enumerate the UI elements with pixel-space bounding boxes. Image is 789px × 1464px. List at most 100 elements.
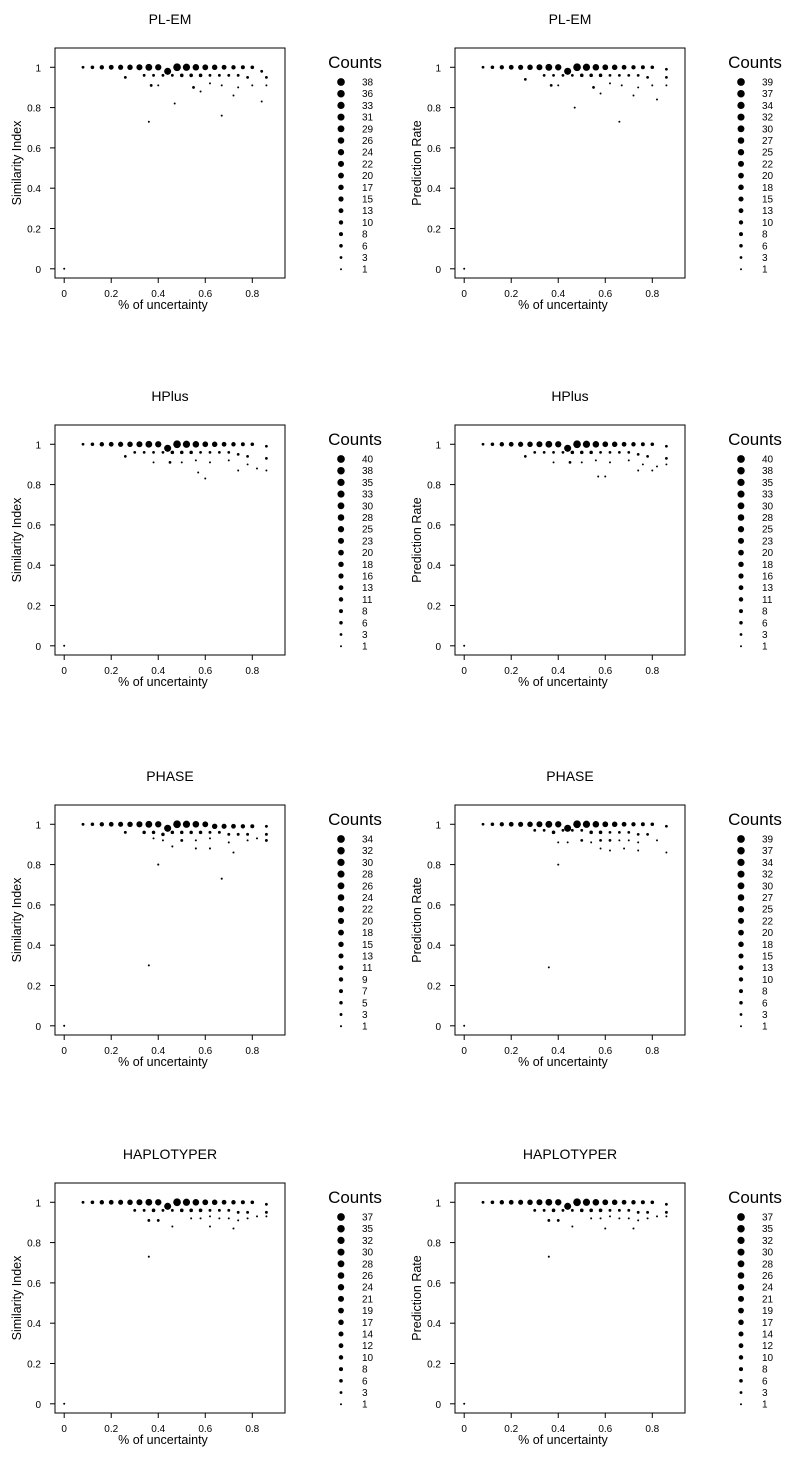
data-point: [108, 1199, 114, 1205]
plot-frame: [454, 424, 686, 656]
data-point: [599, 92, 602, 95]
data-point: [481, 1200, 485, 1204]
data-point: [221, 441, 227, 447]
data-point: [152, 450, 155, 454]
x-tick-label: 0.4: [551, 289, 565, 300]
legend-count-label: 1: [362, 1022, 368, 1033]
data-point: [157, 84, 160, 87]
y-tick-label: 0.6: [27, 521, 41, 532]
data-point: [179, 73, 184, 78]
data-point: [481, 822, 485, 826]
data-point: [202, 821, 209, 828]
data-point: [499, 65, 504, 70]
legend-marker: [337, 1224, 345, 1233]
y-tick-label: 0.2: [27, 981, 41, 992]
data-point: [246, 1217, 249, 1220]
legend-count-label: 25: [762, 148, 774, 159]
data-point: [637, 841, 640, 844]
data-point: [231, 65, 236, 70]
data-point: [599, 450, 602, 454]
data-point: [608, 1215, 611, 1218]
y-tick-label: 0.2: [27, 601, 41, 612]
legend-count-label: 21: [762, 1294, 774, 1305]
chart-title: PL-EM: [149, 11, 192, 27]
data-point: [192, 820, 200, 828]
legend-marker: [339, 256, 343, 259]
data-point: [149, 84, 153, 87]
legend-marker: [339, 1391, 343, 1394]
data-point: [463, 1024, 466, 1027]
y-tick-label: 0.8: [27, 1239, 41, 1250]
legend-marker: [337, 514, 345, 521]
legend-marker: [738, 208, 744, 214]
data-point: [236, 452, 240, 456]
legend-marker: [337, 526, 345, 533]
data-point: [237, 86, 240, 89]
data-point: [602, 821, 609, 828]
legend-count-label: 27: [762, 893, 774, 904]
legend-marker: [339, 609, 343, 614]
data-point: [632, 1227, 635, 1230]
legend-marker: [338, 585, 344, 591]
legend-count-label: 24: [362, 893, 374, 904]
data-point: [608, 830, 612, 834]
data-point: [227, 832, 231, 836]
data-point: [204, 477, 207, 480]
data-point: [561, 450, 565, 454]
data-point: [552, 450, 555, 454]
legend-count-label: 26: [362, 1271, 374, 1282]
legend-marker: [338, 1307, 344, 1314]
data-point: [463, 644, 466, 647]
data-point: [218, 1217, 221, 1220]
data-point: [264, 1202, 268, 1206]
data-point: [463, 1402, 466, 1405]
legend-marker: [338, 172, 344, 179]
legend-count-label: 32: [762, 870, 774, 881]
legend-marker: [339, 633, 343, 636]
legend-count-label: 20: [762, 171, 774, 182]
data-point: [202, 441, 209, 448]
data-point: [481, 442, 485, 446]
x-tick-label: 0.2: [104, 289, 118, 300]
x-tick-label: 0.8: [645, 666, 659, 677]
data-point: [227, 450, 231, 454]
data-point: [189, 450, 193, 455]
legend-count-label: 3: [762, 1010, 768, 1021]
legend-marker: [739, 1403, 743, 1406]
data-point: [655, 1215, 659, 1218]
data-point: [168, 461, 172, 464]
data-point: [627, 1217, 630, 1220]
legend-count-label: 10: [362, 1353, 374, 1364]
x-tick-label: 0.2: [104, 1046, 118, 1057]
data-point: [251, 84, 254, 87]
legend-count-label: 5: [362, 998, 368, 1009]
legend-marker: [737, 1272, 745, 1279]
y-tick-label: 0.6: [427, 1279, 441, 1290]
legend-marker: [739, 1378, 743, 1383]
data-point: [90, 1200, 95, 1205]
x-tick-label: 0.2: [104, 1424, 118, 1435]
x-tick-label: 0.8: [245, 289, 259, 300]
y-tick-label: 0.6: [427, 144, 441, 155]
data-point: [211, 1199, 218, 1206]
data-point: [621, 64, 627, 70]
legend-count-label: 6: [362, 241, 368, 252]
x-axis-label: % of uncertainty: [118, 298, 208, 312]
data-point: [192, 1198, 200, 1206]
data-point: [547, 1218, 551, 1222]
data-point: [63, 1402, 66, 1405]
data-point: [264, 1210, 268, 1214]
data-point: [237, 469, 240, 472]
data-point: [182, 1198, 191, 1206]
x-axis-label: % of uncertainty: [118, 1055, 208, 1069]
data-point: [582, 63, 591, 71]
data-point: [246, 839, 249, 842]
legend-count-label: 38: [762, 466, 774, 477]
y-tick-label: 0.4: [27, 561, 41, 572]
legend-marker: [337, 478, 345, 487]
data-point: [621, 441, 627, 447]
data-point: [542, 73, 546, 77]
data-point: [265, 457, 268, 460]
y-tick-label: 0.8: [427, 861, 441, 872]
legend-count-label: 20: [362, 171, 374, 182]
